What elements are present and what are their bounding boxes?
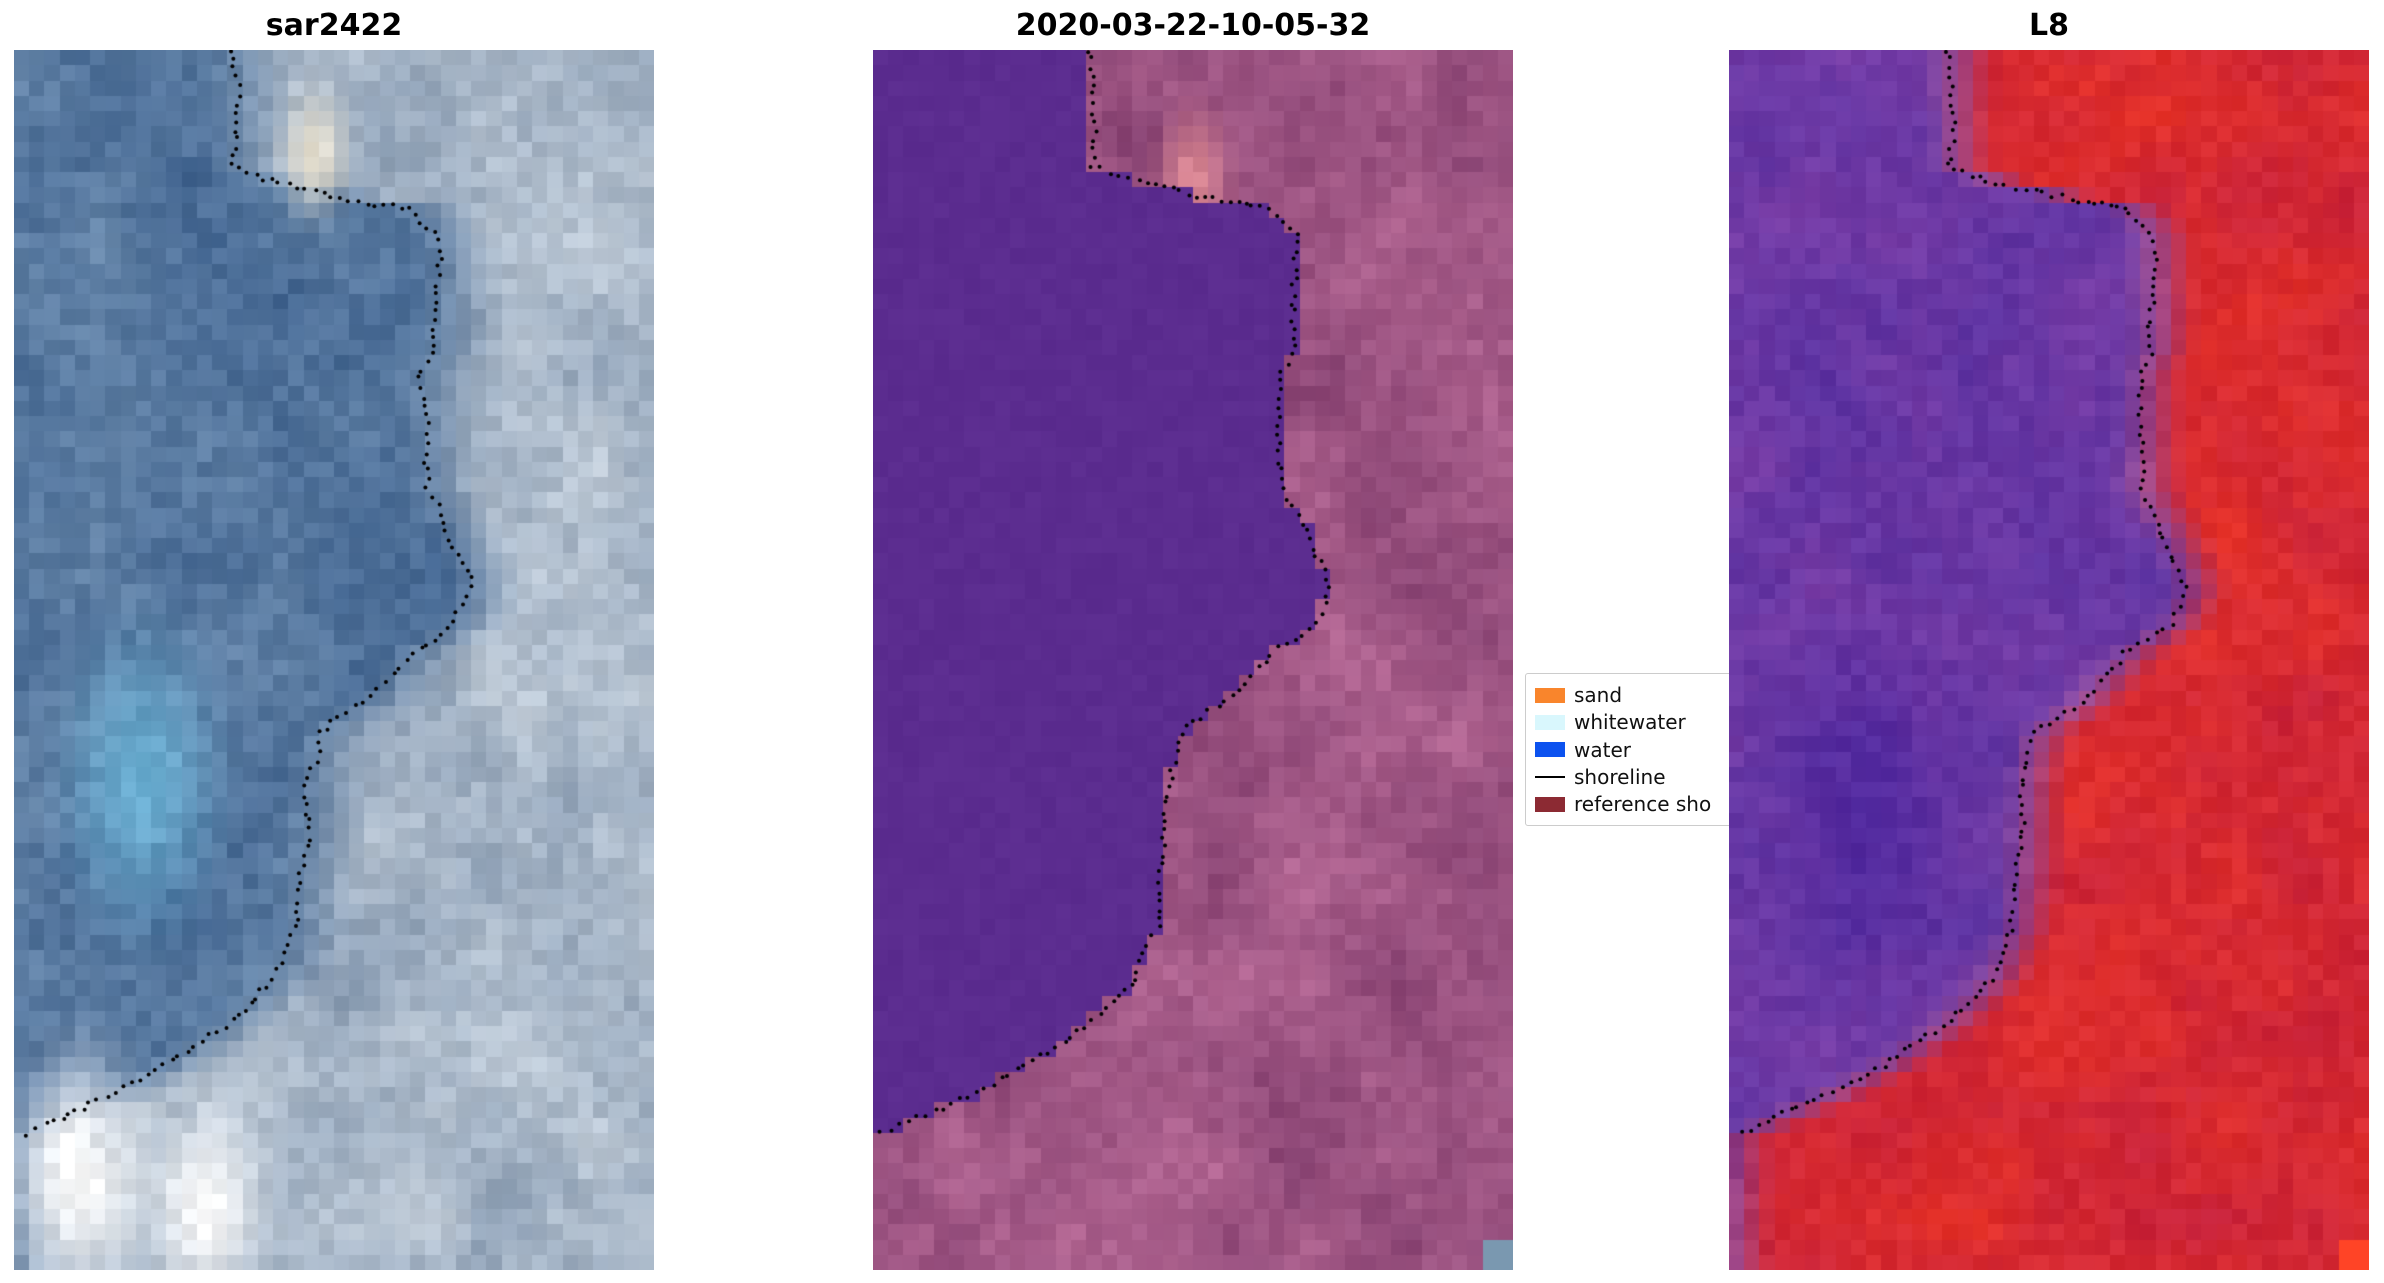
legend-item: reference sho [1535, 791, 1724, 817]
panel-title-sar2422: sar2422 [265, 8, 403, 43]
reference-sho-swatch [1535, 796, 1565, 812]
legend-item: water [1535, 737, 1724, 763]
l8-image [1729, 50, 2369, 1270]
panel-title-timestamp: 2020-03-22-10-05-32 [1015, 8, 1371, 43]
legend-item: sand [1535, 682, 1724, 708]
legend-item: whitewater [1535, 709, 1724, 735]
legend-label: sand [1574, 683, 1623, 707]
legend-label: whitewater [1574, 710, 1686, 735]
sar2422-image [14, 50, 654, 1270]
sand-swatch [1535, 687, 1565, 703]
legend-label: reference sho [1574, 792, 1712, 816]
shoreline-swatch [1535, 775, 1565, 778]
water-swatch [1535, 742, 1565, 757]
whitewater-swatch [1535, 714, 1565, 730]
panel-title-l8: L8 [2029, 8, 2069, 43]
legend-label: shoreline [1574, 764, 1666, 789]
classified-image [873, 50, 1513, 1270]
legend: sand whitewater water shoreline reference sh… [1525, 673, 1734, 826]
legend-item: shoreline [1535, 764, 1724, 790]
legend-label: water [1574, 737, 1631, 762]
